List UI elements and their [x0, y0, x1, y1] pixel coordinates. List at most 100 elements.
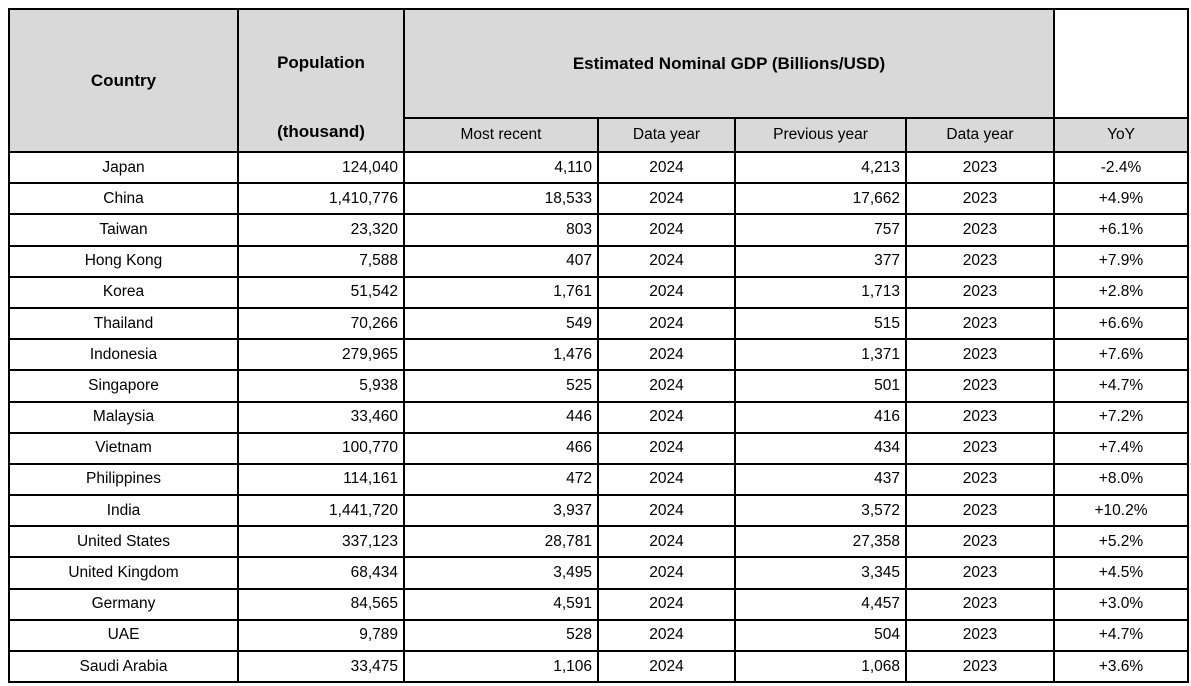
yoy-cell: +7.2%: [1053, 400, 1189, 434]
table-row: Thailand 70,266 549 2024 515 2023 +6.6%: [8, 306, 1189, 341]
table-row: Korea 51,542 1,761 2024 1,713 2023 +2.8%: [8, 275, 1189, 309]
yoy-cell: +8.0%: [1053, 462, 1189, 497]
data-year-recent-cell: 2024: [597, 556, 736, 590]
yoy-cell: +6.1%: [1053, 213, 1189, 247]
country-cell: Thailand: [8, 306, 239, 341]
population-cell: 337,123: [237, 525, 405, 559]
data-year-recent-cell: 2024: [597, 462, 736, 497]
yoy-cell: +7.4%: [1053, 431, 1189, 465]
previous-year-column-header: Previous year: [734, 117, 907, 153]
country-cell: Korea: [8, 275, 239, 309]
gdp-most-recent-cell: 549: [403, 306, 599, 341]
data-year-recent-cell: 2024: [597, 150, 736, 185]
gdp-most-recent-cell: 18,533: [403, 182, 599, 216]
country-cell: China: [8, 182, 239, 216]
data-year-recent-cell: 2024: [597, 649, 736, 684]
gdp-most-recent-cell: 472: [403, 462, 599, 497]
population-cell: 114,161: [237, 462, 405, 497]
yoy-cell: +10.2%: [1053, 494, 1189, 528]
gdp-most-recent-cell: 3,937: [403, 494, 599, 528]
population-cell: 7,588: [237, 244, 405, 278]
population-cell: 279,965: [237, 338, 405, 372]
yoy-cell: +5.2%: [1053, 525, 1189, 559]
table-header: Country Population (thousand) Estimated …: [8, 8, 1189, 153]
country-cell: Malaysia: [8, 400, 239, 434]
gdp-most-recent-cell: 407: [403, 244, 599, 278]
data-year-recent-cell: 2024: [597, 369, 736, 403]
table-row: Vietnam 100,770 466 2024 434 2023 +7.4%: [8, 431, 1189, 465]
gdp-previous-year-cell: 1,713: [734, 275, 907, 309]
population-cell: 5,938: [237, 369, 405, 403]
population-cell: 100,770: [237, 431, 405, 465]
population-unit-label: (thousand): [277, 122, 365, 141]
header-row-top: Country Population (thousand) Estimated …: [8, 8, 1189, 153]
population-cell: 51,542: [237, 275, 405, 309]
gdp-previous-year-cell: 434: [734, 431, 907, 465]
data-year-previous-cell: 2023: [905, 525, 1055, 559]
data-year-recent-cell: 2024: [597, 587, 736, 621]
gdp-most-recent-cell: 4,591: [403, 587, 599, 621]
data-year-previous-cell: 2023: [905, 462, 1055, 497]
data-year-previous-cell: 2023: [905, 182, 1055, 216]
country-cell: Japan: [8, 150, 239, 185]
gdp-group-header: Estimated Nominal GDP (Billions/USD): [403, 8, 1055, 119]
yoy-cell: +7.6%: [1053, 338, 1189, 372]
gdp-previous-year-cell: 17,662: [734, 182, 907, 216]
population-column-header: Population (thousand): [237, 8, 405, 153]
data-year-previous-column-header: Data year: [905, 117, 1055, 153]
data-year-recent-cell: 2024: [597, 400, 736, 434]
country-cell: United Kingdom: [8, 556, 239, 590]
gdp-most-recent-cell: 803: [403, 213, 599, 247]
data-year-previous-cell: 2023: [905, 213, 1055, 247]
population-cell: 23,320: [237, 213, 405, 247]
table-row: Hong Kong 7,588 407 2024 377 2023 +7.9%: [8, 244, 1189, 278]
data-year-previous-cell: 2023: [905, 275, 1055, 309]
data-year-recent-cell: 2024: [597, 338, 736, 372]
gdp-most-recent-cell: 3,495: [403, 556, 599, 590]
gdp-most-recent-cell: 528: [403, 618, 599, 653]
country-cell: Philippines: [8, 462, 239, 497]
population-cell: 124,040: [237, 150, 405, 185]
table-row: Malaysia 33,460 446 2024 416 2023 +7.2%: [8, 400, 1189, 434]
data-year-previous-cell: 2023: [905, 649, 1055, 684]
data-year-previous-cell: 2023: [905, 556, 1055, 590]
data-year-recent-cell: 2024: [597, 618, 736, 653]
gdp-previous-year-cell: 4,213: [734, 150, 907, 185]
population-cell: 33,460: [237, 400, 405, 434]
gdp-previous-year-cell: 3,572: [734, 494, 907, 528]
table-row: India 1,441,720 3,937 2024 3,572 2023 +10.2%: [8, 494, 1189, 528]
gdp-previous-year-cell: 27,358: [734, 525, 907, 559]
gdp-most-recent-cell: 466: [403, 431, 599, 465]
country-cell: Taiwan: [8, 213, 239, 247]
yoy-cell: +4.7%: [1053, 618, 1189, 653]
table-row: Saudi Arabia 33,475 1,106 2024 1,068 2023 +3.6…: [8, 649, 1189, 684]
gdp-previous-year-cell: 504: [734, 618, 907, 653]
yoy-column-header: YoY: [1053, 117, 1189, 153]
table-row: Japan 124,040 4,110 2024 4,213 2023 -2.4%: [8, 150, 1189, 185]
country-cell: India: [8, 494, 239, 528]
gdp-most-recent-cell: 28,781: [403, 525, 599, 559]
country-cell: United States: [8, 525, 239, 559]
gdp-table: Country Population (thousand) Estimated …: [8, 8, 1189, 684]
gdp-most-recent-cell: 1,106: [403, 649, 599, 684]
yoy-cell: -2.4%: [1053, 150, 1189, 185]
data-year-previous-cell: 2023: [905, 618, 1055, 653]
population-cell: 33,475: [237, 649, 405, 684]
gdp-previous-year-cell: 437: [734, 462, 907, 497]
yoy-cell: +2.8%: [1053, 275, 1189, 309]
table-row: Philippines 114,161 472 2024 437 2023 +8.0%: [8, 462, 1189, 497]
data-year-recent-cell: 2024: [597, 182, 736, 216]
country-column-header: Country: [8, 8, 239, 153]
data-year-previous-cell: 2023: [905, 306, 1055, 341]
gdp-previous-year-cell: 4,457: [734, 587, 907, 621]
population-cell: 84,565: [237, 587, 405, 621]
population-cell: 1,441,720: [237, 494, 405, 528]
table-row: United States 337,123 28,781 2024 27,358 2023…: [8, 525, 1189, 559]
empty-corner: [1053, 8, 1189, 119]
data-year-previous-cell: 2023: [905, 338, 1055, 372]
table-row: Taiwan 23,320 803 2024 757 2023 +6.1%: [8, 213, 1189, 247]
yoy-cell: +7.9%: [1053, 244, 1189, 278]
yoy-cell: +3.6%: [1053, 649, 1189, 684]
data-year-recent-cell: 2024: [597, 494, 736, 528]
data-year-recent-cell: 2024: [597, 213, 736, 247]
